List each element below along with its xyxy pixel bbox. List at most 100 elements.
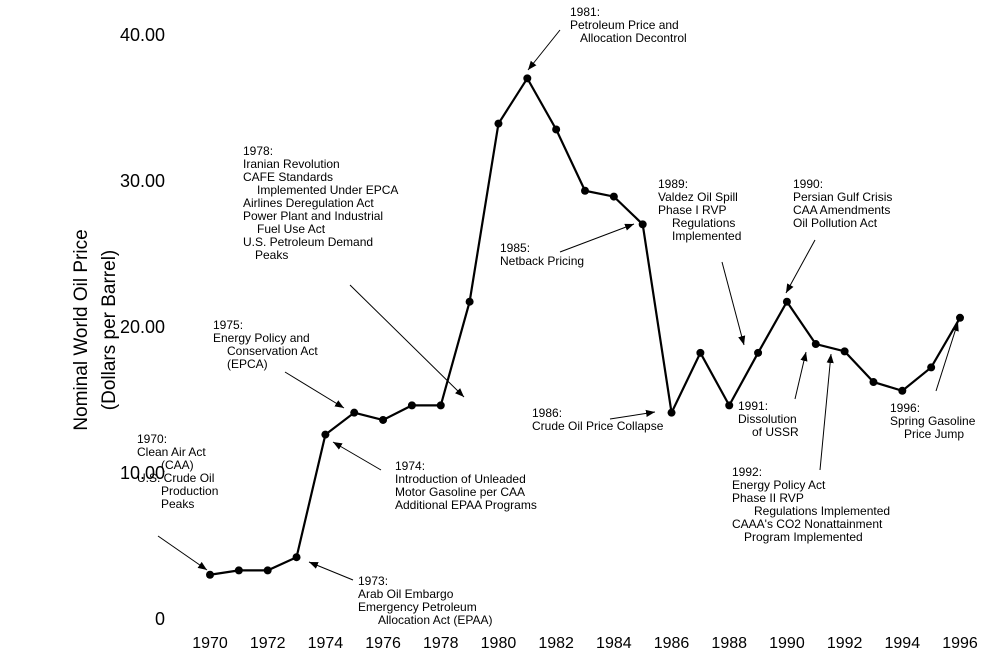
annotation-text: CAAA's CO2 Nonattainment bbox=[732, 517, 883, 531]
x-tick-label: 1988 bbox=[711, 635, 747, 652]
data-point bbox=[263, 566, 272, 575]
x-tick-label: 1992 bbox=[827, 635, 863, 652]
x-tick-label: 1996 bbox=[942, 635, 978, 652]
annotation-text: Phase I RVP bbox=[658, 203, 726, 217]
annotation-arrow bbox=[349, 284, 465, 398]
annotation-text: of USSR bbox=[752, 425, 799, 439]
data-point bbox=[927, 363, 936, 372]
annotation-text: Implemented bbox=[672, 229, 741, 243]
annotation-text: Additional EPAA Programs bbox=[395, 498, 537, 512]
annotation-arrow bbox=[819, 353, 834, 471]
y-axis-label: Nominal World Oil Price bbox=[71, 229, 92, 430]
data-point bbox=[350, 408, 359, 417]
annotation-text: U.S. Petroleum Demand bbox=[243, 235, 373, 249]
y-tick-label: 20.00 bbox=[120, 317, 165, 337]
annotation-text: Program Implemented bbox=[744, 530, 863, 544]
x-tick-label: 1982 bbox=[538, 635, 574, 652]
annotation-text: (CAA) bbox=[161, 458, 194, 472]
annotation-text: Crude Oil Price Collapse bbox=[532, 419, 664, 433]
annotation-text: Petroleum Price and bbox=[570, 18, 679, 32]
annotation-text: 1970: bbox=[137, 432, 167, 446]
annotation-text: Dissolution bbox=[738, 412, 797, 426]
x-tick-label: 1972 bbox=[250, 635, 286, 652]
data-point bbox=[206, 570, 214, 579]
annotation-text: Allocation Act (EPAA) bbox=[378, 613, 493, 627]
data-point bbox=[379, 415, 388, 424]
data-point bbox=[840, 347, 849, 356]
annotation-arrow bbox=[935, 321, 959, 392]
annotation-arrow bbox=[332, 441, 382, 471]
annotation-arrow bbox=[284, 371, 345, 409]
annotation-arrow bbox=[308, 561, 354, 581]
data-point bbox=[494, 119, 503, 128]
x-tick-label: 1994 bbox=[885, 635, 921, 652]
annotation-text: Spring Gasoline bbox=[890, 414, 976, 428]
annotation-text: Peaks bbox=[161, 497, 194, 511]
y-tick-label: 10.00 bbox=[120, 463, 165, 483]
annotation-text: Production bbox=[161, 484, 218, 498]
y-tick-label: 0 bbox=[155, 609, 165, 629]
annotation-arrow bbox=[785, 239, 816, 294]
annotation-text: Conservation Act bbox=[227, 344, 318, 358]
annotation-text: Fuel Use Act bbox=[257, 222, 326, 236]
x-tick-label: 1974 bbox=[308, 635, 344, 652]
data-point bbox=[811, 340, 820, 349]
annotation-text: Netback Pricing bbox=[500, 254, 584, 268]
data-point bbox=[609, 192, 618, 201]
data-point bbox=[552, 125, 561, 134]
annotation-arrow bbox=[794, 351, 808, 400]
annotation-text: 1986: bbox=[532, 406, 562, 420]
data-point bbox=[581, 186, 589, 195]
y-axis-label: (Dollars per Barrel) bbox=[99, 250, 120, 410]
annotation-text: Implemented Under EPCA bbox=[257, 183, 398, 197]
annotation-text: Clean Air Act bbox=[137, 445, 206, 459]
annotation-text: Energy Policy and bbox=[213, 331, 310, 345]
annotation-text: Phase II RVP bbox=[732, 491, 804, 505]
annotation-text: Allocation Decontrol bbox=[580, 31, 687, 45]
data-point bbox=[725, 401, 734, 410]
annotation-text: Price Jump bbox=[904, 427, 964, 441]
y-tick-label: 30.00 bbox=[120, 171, 165, 191]
annotation-text: Energy Policy Act bbox=[732, 478, 826, 492]
annotation-text: 1974: bbox=[395, 459, 425, 473]
annotation-text: Peaks bbox=[255, 248, 288, 262]
data-point bbox=[782, 297, 791, 306]
annotation-text: Persian Gulf Crisis bbox=[793, 190, 892, 204]
annotation-text: 1978: bbox=[243, 144, 273, 158]
annotation-text: 1975: bbox=[213, 318, 243, 332]
annotation-text: Oil Pollution Act bbox=[793, 216, 878, 230]
data-point bbox=[754, 348, 763, 357]
data-point bbox=[407, 401, 416, 410]
annotation-arrow bbox=[721, 261, 746, 346]
data-point bbox=[696, 348, 705, 357]
x-tick-label: 1978 bbox=[423, 635, 459, 652]
annotation-text: 1996: bbox=[890, 401, 920, 415]
annotation-text: (EPCA) bbox=[227, 357, 268, 371]
x-tick-label: 1980 bbox=[481, 635, 517, 652]
annotation-text: 1985: bbox=[500, 241, 530, 255]
annotation-text: Regulations bbox=[672, 216, 735, 230]
data-point bbox=[898, 386, 907, 395]
annotation-text: Emergency Petroleum bbox=[358, 600, 477, 614]
data-point bbox=[321, 430, 330, 439]
annotation-text: Introduction of Unleaded bbox=[395, 472, 526, 486]
x-tick-label: 1984 bbox=[596, 635, 632, 652]
annotation-text: 1981: bbox=[570, 5, 600, 19]
x-tick-label: 1986 bbox=[654, 635, 690, 652]
annotation-text: Power Plant and Industrial bbox=[243, 209, 383, 223]
annotation-text: Iranian Revolution bbox=[243, 157, 340, 171]
annotation-text: Regulations Implemented bbox=[754, 504, 890, 518]
data-point bbox=[465, 297, 474, 306]
annotation-text: Valdez Oil Spill bbox=[658, 190, 738, 204]
annotation-arrow bbox=[527, 29, 561, 71]
x-tick-label: 1990 bbox=[769, 635, 805, 652]
annotation-text: 1990: bbox=[793, 177, 823, 191]
annotation-arrow bbox=[559, 223, 635, 253]
data-point bbox=[523, 74, 532, 83]
annotation-text: CAFE Standards bbox=[243, 170, 333, 184]
annotation-text: 1991: bbox=[738, 399, 768, 413]
annotation-text: Arab Oil Embargo bbox=[358, 587, 454, 601]
x-tick-label: 1976 bbox=[365, 635, 401, 652]
data-point bbox=[292, 553, 301, 562]
